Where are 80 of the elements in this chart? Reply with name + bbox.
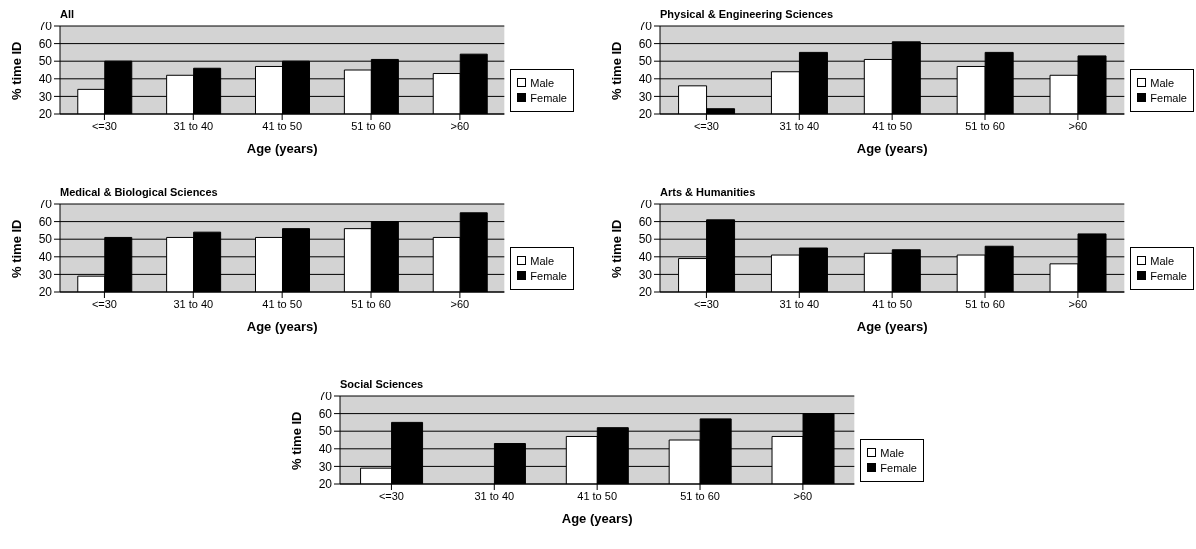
x-axis-title: Age (years) xyxy=(246,319,318,334)
y-tick-label: 70 xyxy=(38,19,53,34)
y-tick-label: 60 xyxy=(38,36,53,51)
x-tick-label: >60 xyxy=(1068,297,1088,310)
x-tick-label: 41 to 50 xyxy=(577,489,618,502)
y-tick-label: 40 xyxy=(318,442,333,457)
x-tick-label: 41 to 50 xyxy=(262,119,303,132)
y-tick-label: 30 xyxy=(638,89,653,104)
x-tick-label: <=30 xyxy=(91,119,117,132)
x-axis-title: Age (years) xyxy=(246,141,318,156)
x-axis-title: Age (years) xyxy=(856,141,928,156)
y-tick-label: 20 xyxy=(38,285,53,300)
x-tick-label: 31 to 40 xyxy=(173,119,214,132)
x-tick-label: 31 to 40 xyxy=(474,489,515,502)
y-tick-label: 40 xyxy=(38,250,53,265)
legend-label: Male xyxy=(530,76,555,89)
legend-label: Male xyxy=(1150,76,1175,89)
y-axis-title: % time ID xyxy=(8,41,24,100)
y-axis-title: % time ID xyxy=(8,219,24,278)
y-tick-label: 50 xyxy=(638,232,653,247)
x-tick-label: 51 to 60 xyxy=(351,297,391,310)
chart-title: Medical & Biological Sciences xyxy=(60,186,219,200)
x-tick-label: <=30 xyxy=(91,297,117,310)
chart-title: All xyxy=(60,8,76,22)
x-tick-label: >60 xyxy=(1068,119,1088,132)
y-tick-label: 70 xyxy=(38,197,53,212)
y-tick-label: 70 xyxy=(638,19,653,34)
x-tick-label: <=30 xyxy=(378,489,404,502)
y-tick-label: 30 xyxy=(38,267,53,282)
y-tick-label: 20 xyxy=(638,107,653,122)
chart-title: Arts & Humanities xyxy=(660,186,757,200)
x-tick-label: 51 to 60 xyxy=(965,119,1005,132)
x-tick-label: 51 to 60 xyxy=(680,489,720,502)
chart-title: Social Sciences xyxy=(340,378,425,392)
y-tick-label: 20 xyxy=(38,107,53,122)
y-tick-label: 30 xyxy=(318,459,333,474)
y-tick-label: 40 xyxy=(638,250,653,265)
x-tick-label: 31 to 40 xyxy=(173,297,214,310)
x-tick-label: 41 to 50 xyxy=(262,297,303,310)
x-tick-label: 31 to 40 xyxy=(779,297,820,310)
y-tick-label: 50 xyxy=(638,54,653,69)
y-tick-label: 50 xyxy=(38,232,53,247)
y-axis-title: % time ID xyxy=(288,411,304,470)
x-tick-label: >60 xyxy=(450,119,470,132)
y-tick-label: 30 xyxy=(38,89,53,104)
x-axis-title: Age (years) xyxy=(561,511,633,526)
chart-title: Physical & Engineering Sciences xyxy=(660,8,834,22)
y-tick-label: 70 xyxy=(318,389,333,404)
y-tick-label: 70 xyxy=(638,197,653,212)
y-axis-title: % time ID xyxy=(608,41,624,100)
legend-label: Male xyxy=(880,446,905,459)
y-tick-label: 50 xyxy=(318,424,333,439)
y-tick-label: 40 xyxy=(38,72,53,87)
y-tick-label: 60 xyxy=(638,214,653,229)
x-tick-label: >60 xyxy=(450,297,470,310)
y-tick-label: 50 xyxy=(38,54,53,69)
x-tick-label: 41 to 50 xyxy=(872,119,913,132)
y-tick-label: 60 xyxy=(38,214,53,229)
y-axis-title: % time ID xyxy=(608,219,624,278)
x-tick-label: 51 to 60 xyxy=(351,119,391,132)
x-tick-label: 51 to 60 xyxy=(965,297,1005,310)
legend-label: Female xyxy=(880,461,917,474)
x-tick-label: <=30 xyxy=(693,297,719,310)
y-tick-label: 60 xyxy=(638,36,653,51)
x-axis-title: Age (years) xyxy=(856,319,928,334)
y-tick-label: 30 xyxy=(638,267,653,282)
legend-label: Female xyxy=(530,91,567,104)
x-tick-label: 31 to 40 xyxy=(779,119,820,132)
y-tick-label: 60 xyxy=(318,406,333,421)
legend-label: Female xyxy=(530,269,567,282)
legend-label: Female xyxy=(1150,269,1187,282)
legend-label: Male xyxy=(1150,254,1175,267)
legend-label: Male xyxy=(530,254,555,267)
y-tick-label: 40 xyxy=(638,72,653,87)
x-tick-label: 41 to 50 xyxy=(872,297,913,310)
y-tick-label: 20 xyxy=(638,285,653,300)
y-tick-label: 20 xyxy=(318,477,333,492)
x-tick-label: <=30 xyxy=(693,119,719,132)
legend-label: Female xyxy=(1150,91,1187,104)
x-tick-label: >60 xyxy=(793,489,813,502)
